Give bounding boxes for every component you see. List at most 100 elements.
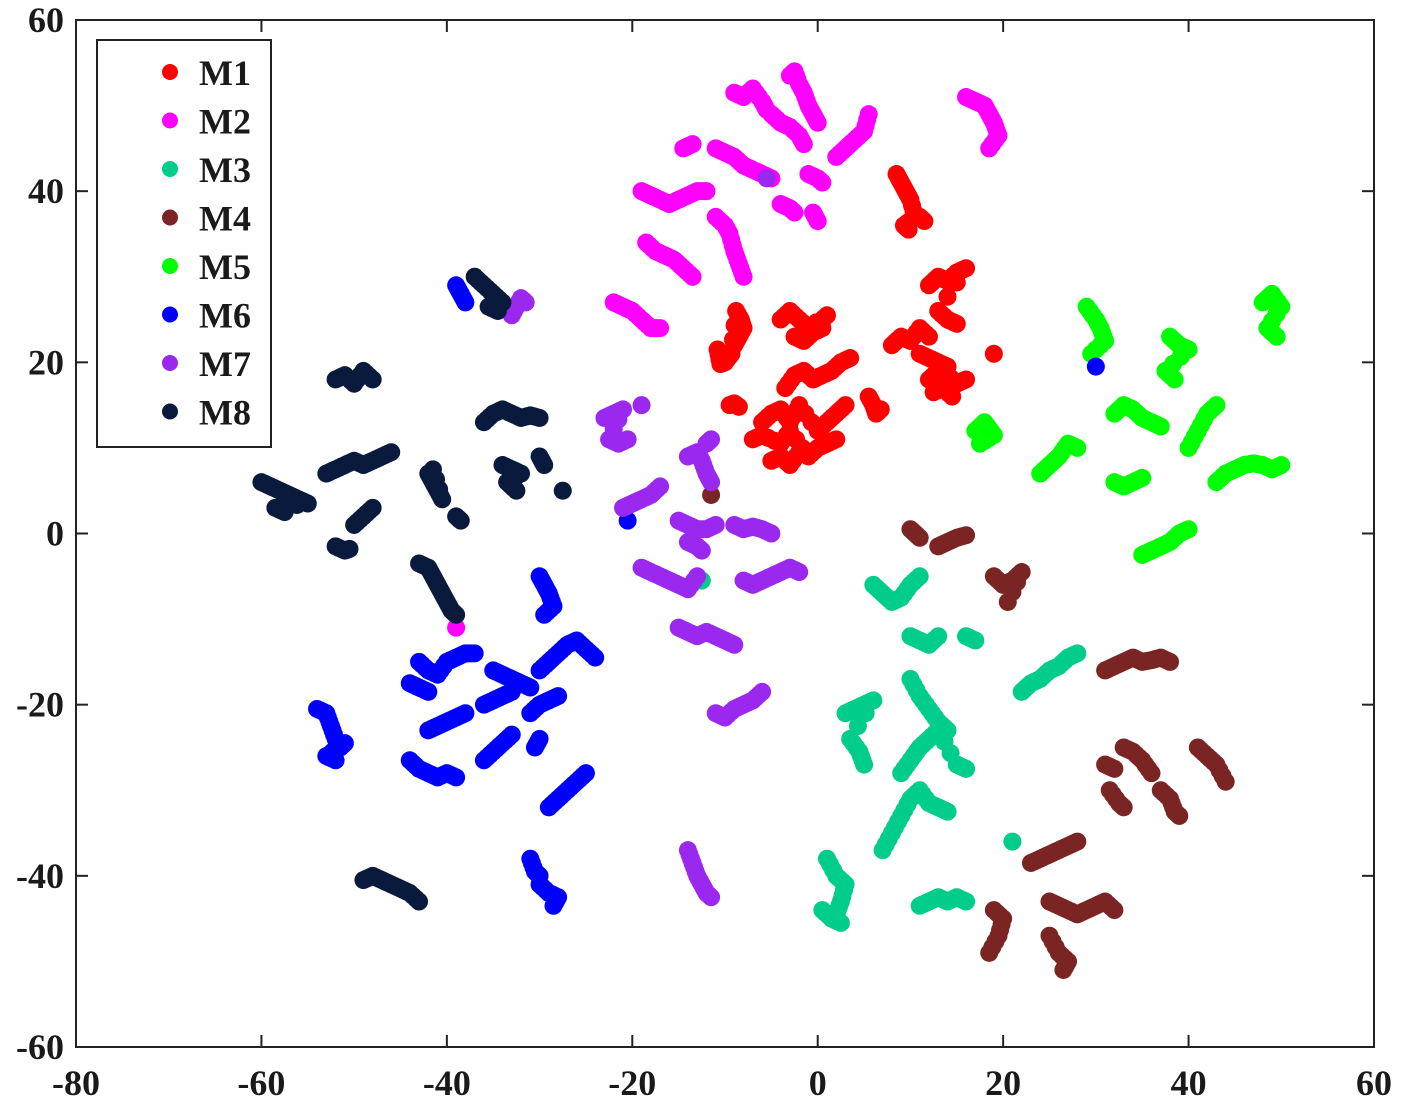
point-m8 (275, 503, 294, 522)
legend-box (96, 39, 272, 448)
x-tick-label: 60 (1356, 1063, 1392, 1103)
x-tick-label: 20 (985, 1063, 1021, 1103)
point-m5 (970, 434, 989, 453)
point-m2 (808, 113, 827, 132)
series-m7 (502, 169, 809, 907)
point-m7 (702, 473, 721, 492)
point-m1 (727, 301, 746, 320)
point-m6 (549, 687, 568, 706)
point-m2 (785, 203, 804, 222)
point-m4 (1161, 652, 1180, 671)
points-layer (252, 62, 1291, 979)
point-m5 (1068, 438, 1087, 457)
point-m3 (1068, 644, 1087, 663)
point-m5 (1151, 417, 1170, 436)
series-m6 (308, 276, 1105, 915)
point-m1 (899, 220, 918, 239)
point-m7 (702, 888, 721, 907)
point-m7 (762, 524, 781, 543)
point-m1 (813, 319, 832, 338)
y-tick-label: -60 (16, 1027, 64, 1067)
legend-marker-m5 (162, 258, 178, 274)
legend-label-m2: M2 (199, 102, 251, 142)
x-tick-label: 0 (809, 1063, 827, 1103)
series-m3 (692, 567, 1087, 932)
y-tick-label: 60 (28, 0, 64, 40)
y-tick-label: -20 (16, 685, 64, 725)
point-m7 (790, 563, 809, 582)
point-m6 (456, 704, 475, 723)
point-m4 (1054, 960, 1073, 979)
legend-label-m5: M5 (199, 247, 251, 287)
point-m1 (919, 327, 938, 346)
point-m1 (790, 443, 809, 462)
point-m2 (683, 267, 702, 286)
point-m7 (618, 430, 637, 449)
point-m2 (447, 618, 466, 637)
point-m7 (706, 515, 725, 534)
point-m2 (794, 135, 813, 154)
point-m6 (576, 764, 595, 783)
point-m4 (998, 592, 1017, 611)
point-m8 (553, 481, 572, 500)
point-m1 (871, 400, 890, 419)
legend-label-m1: M1 (199, 53, 251, 93)
point-m4 (1142, 764, 1161, 783)
y-tick-label: 0 (46, 514, 64, 554)
point-m8 (488, 301, 507, 320)
point-m4 (980, 943, 999, 962)
point-m1 (841, 349, 860, 368)
legend: M1 M2 M3 M4 M5 M6 M7 M8 (96, 39, 272, 448)
point-m6 (544, 896, 563, 915)
point-m6 (586, 648, 605, 667)
y-tick-label: 20 (28, 342, 64, 382)
point-m4 (1216, 772, 1235, 791)
legend-marker-m7 (162, 355, 178, 371)
point-m2 (651, 319, 670, 338)
x-tick-label: 40 (1171, 1063, 1207, 1103)
point-m1 (938, 287, 957, 306)
point-m2 (808, 212, 827, 231)
point-m8 (340, 539, 359, 558)
point-m4 (1105, 759, 1124, 778)
x-tick-label: -40 (423, 1063, 471, 1103)
point-m5 (1133, 468, 1152, 487)
point-m3 (938, 802, 957, 821)
legend-label-m4: M4 (199, 199, 251, 239)
point-m2 (697, 182, 716, 201)
point-m3 (929, 627, 948, 646)
point-m7 (632, 396, 651, 415)
point-m2 (980, 139, 999, 158)
point-m1 (938, 357, 957, 376)
point-m2 (859, 105, 878, 124)
point-m7 (651, 477, 670, 496)
point-m4 (1114, 798, 1133, 817)
point-m4 (910, 528, 929, 547)
point-m6 (447, 768, 466, 787)
legend-marker-m6 (162, 306, 178, 323)
point-m1 (827, 430, 846, 449)
y-tick-label: -40 (16, 856, 64, 896)
point-m1 (729, 397, 748, 416)
point-m1 (708, 340, 727, 359)
point-m7 (688, 567, 707, 586)
point-m6 (535, 605, 554, 624)
series-m1 (708, 165, 1003, 475)
point-m6 (530, 729, 549, 748)
point-m4 (1068, 832, 1087, 851)
point-m8 (363, 498, 382, 517)
point-m7 (753, 682, 772, 701)
point-m4 (957, 526, 976, 545)
point-m3 (957, 759, 976, 778)
series-m2 (447, 62, 1008, 637)
point-m6 (502, 682, 521, 701)
point-m4 (1105, 901, 1124, 920)
point-m3 (1003, 832, 1022, 851)
point-m8 (507, 481, 526, 500)
series-m4 (702, 485, 1235, 979)
point-m1 (947, 273, 966, 292)
point-m1 (724, 330, 743, 349)
legend-label-m6: M6 (199, 296, 251, 336)
point-m8 (451, 511, 470, 530)
y-tick-label: 40 (28, 171, 64, 211)
